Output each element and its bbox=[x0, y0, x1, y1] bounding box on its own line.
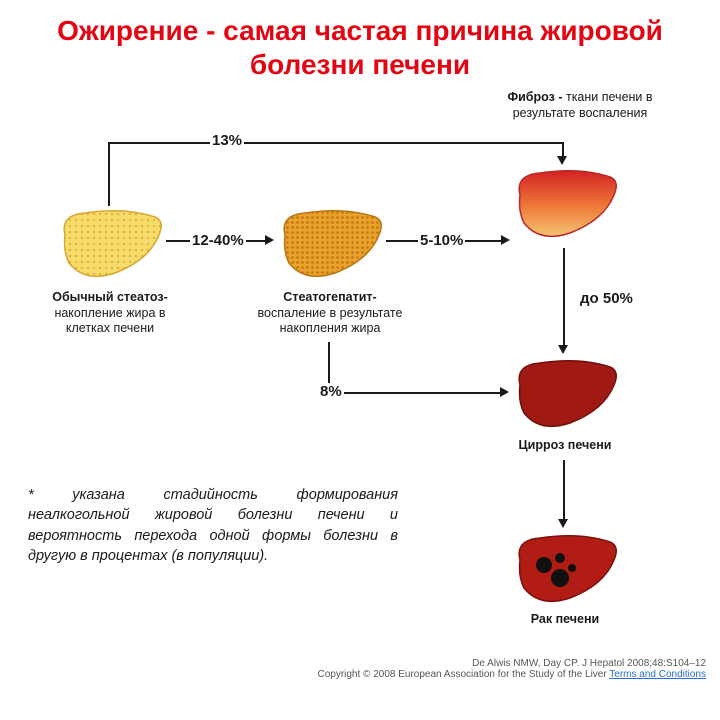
terms-link[interactable]: Terms and Conditions bbox=[609, 669, 706, 680]
liver-fibrosis bbox=[510, 165, 620, 240]
diagram-canvas: 13% 12-40% 5-10% до 50% 8% Обычный стеат… bbox=[0, 90, 720, 720]
pct-s2-fib: 5-10% bbox=[418, 232, 465, 249]
pct-s2-cir: 8% bbox=[318, 383, 344, 400]
page-title: Ожирение - самая частая причина жировой … bbox=[0, 0, 720, 81]
footnote: * указана стадийность формирования неалк… bbox=[28, 485, 398, 566]
label-cirrhosis: Цирроз печени bbox=[500, 438, 630, 454]
liver-steatohepatitis bbox=[275, 205, 385, 280]
citation-copyright: Copyright © 2008 European Association fo… bbox=[317, 669, 609, 680]
citation-ref: De Alwis NMW, Day CP. J Hepatol 2008;48:… bbox=[26, 658, 706, 669]
label-fibrosis: Фиброз - ткани печени в результате воспа… bbox=[485, 90, 675, 121]
label-cancer: Рак печени bbox=[510, 612, 620, 628]
pct-top-path: 13% bbox=[210, 132, 244, 149]
liver-cirrhosis bbox=[510, 355, 620, 430]
label-steatosis: Обычный стеатоз- накопление жира в клетк… bbox=[35, 290, 185, 337]
liver-steatosis bbox=[55, 205, 165, 280]
label-steatohepatitis: Стеатогепатит- воспаление в результате н… bbox=[250, 290, 410, 337]
pct-s1-s2: 12-40% bbox=[190, 232, 246, 249]
pct-fib-cir: до 50% bbox=[578, 290, 635, 307]
citation: De Alwis NMW, Day CP. J Hepatol 2008;48:… bbox=[26, 658, 706, 680]
liver-cancer bbox=[510, 530, 620, 605]
